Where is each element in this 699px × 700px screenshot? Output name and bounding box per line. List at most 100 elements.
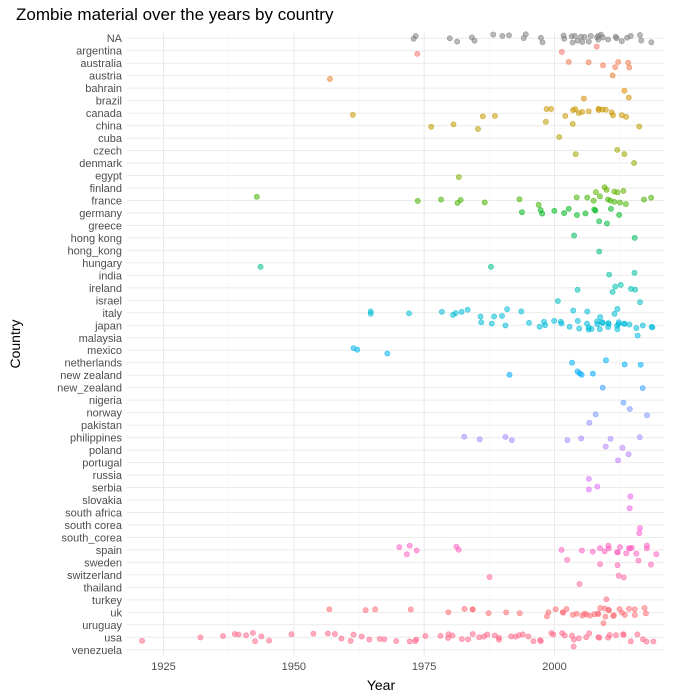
y-tick-label: mexico: [87, 345, 122, 357]
data-point: [621, 361, 628, 368]
x-tick-labels: 1925 1950 1975 2000: [151, 661, 567, 673]
data-point: [324, 630, 331, 637]
data-point: [502, 322, 509, 329]
data-point: [327, 76, 333, 82]
data-point: [623, 113, 630, 120]
data-point: [606, 271, 613, 278]
data-point: [579, 39, 586, 45]
data-point: [548, 630, 555, 636]
data-point: [641, 605, 648, 611]
chart-title: Zombie material over the years by countr…: [16, 5, 334, 24]
y-tick-label: france: [91, 195, 122, 207]
data-point: [593, 43, 600, 50]
data-point: [458, 636, 465, 643]
y-tick-label: spain: [96, 545, 122, 557]
data-point: [620, 399, 627, 406]
y-tick-label: canada: [86, 108, 123, 120]
y-tick-label: china: [96, 121, 123, 133]
data-point: [600, 620, 607, 627]
y-tick-label: philippines: [70, 433, 122, 445]
data-point: [559, 609, 566, 616]
data-point: [615, 457, 622, 464]
data-point: [585, 59, 592, 66]
y-tick-label: malaysia: [79, 333, 123, 345]
data-point: [358, 633, 365, 640]
data-point: [481, 199, 488, 206]
data-point: [643, 638, 650, 645]
data-point: [384, 350, 391, 357]
data-point: [484, 631, 491, 638]
data-point: [594, 321, 601, 328]
data-point: [618, 38, 625, 45]
data-point: [428, 123, 435, 130]
data-point: [609, 72, 616, 79]
data-point: [412, 33, 419, 39]
data-point: [612, 64, 619, 71]
data-point: [586, 630, 593, 637]
data-point: [594, 483, 601, 490]
data-point: [565, 59, 572, 65]
data-point: [499, 313, 505, 319]
y-tick-label: russia: [93, 470, 123, 482]
y-tick-label: south corea: [65, 520, 123, 532]
data-point: [574, 286, 581, 293]
data-point: [406, 638, 413, 645]
data-point: [393, 638, 400, 644]
y-tick-label: NA: [107, 33, 123, 45]
y-tick-label: hong_kong: [68, 245, 122, 257]
data-point: [599, 320, 606, 326]
data-point: [454, 38, 461, 45]
data-point: [595, 610, 601, 617]
data-point: [611, 310, 618, 317]
y-tick-label: thailand: [83, 582, 122, 594]
data-point: [639, 385, 646, 392]
data-point: [556, 134, 563, 140]
data-point: [623, 550, 630, 557]
y-tick-label: australia: [80, 58, 122, 70]
data-point: [564, 437, 571, 444]
data-point: [625, 451, 632, 458]
data-point: [613, 632, 619, 639]
data-point: [414, 50, 421, 57]
data-point: [381, 636, 388, 643]
data-point: [584, 320, 590, 327]
data-point: [605, 606, 612, 613]
data-point: [617, 544, 623, 550]
data-point: [516, 610, 523, 617]
data-point: [621, 320, 628, 327]
data-point: [413, 547, 420, 554]
y-tick-label: finland: [90, 183, 122, 195]
data-point: [608, 205, 614, 212]
y-tick-label: serbia: [92, 483, 123, 495]
data-point: [626, 64, 633, 71]
data-point: [614, 146, 621, 153]
data-point: [310, 630, 317, 637]
data-point: [471, 37, 478, 44]
data-point: [569, 611, 576, 618]
data-point: [605, 545, 612, 552]
data-point: [578, 371, 585, 378]
data-point: [615, 319, 622, 326]
y-tick-label: venezuela: [72, 645, 123, 657]
data-point: [596, 326, 603, 333]
y-tick-label: brazil: [96, 96, 122, 108]
y-tick-label: switzerland: [67, 570, 122, 582]
data-point: [602, 106, 609, 113]
data-point: [537, 637, 544, 644]
data-point: [631, 606, 638, 613]
data-point: [642, 610, 649, 617]
data-point: [634, 631, 641, 638]
y-tick-label: czech: [93, 146, 122, 158]
data-point: [599, 384, 606, 391]
data-point: [621, 151, 628, 157]
data-point: [597, 561, 604, 568]
data-point: [614, 305, 621, 312]
data-point: [220, 633, 226, 639]
data-point: [612, 283, 619, 290]
data-point: [602, 443, 609, 450]
data-point: [406, 542, 413, 549]
y-tick-label: israel: [96, 295, 122, 307]
y-tick-label: nigeria: [89, 395, 123, 407]
data-point: [599, 34, 606, 41]
data-point: [579, 108, 586, 115]
